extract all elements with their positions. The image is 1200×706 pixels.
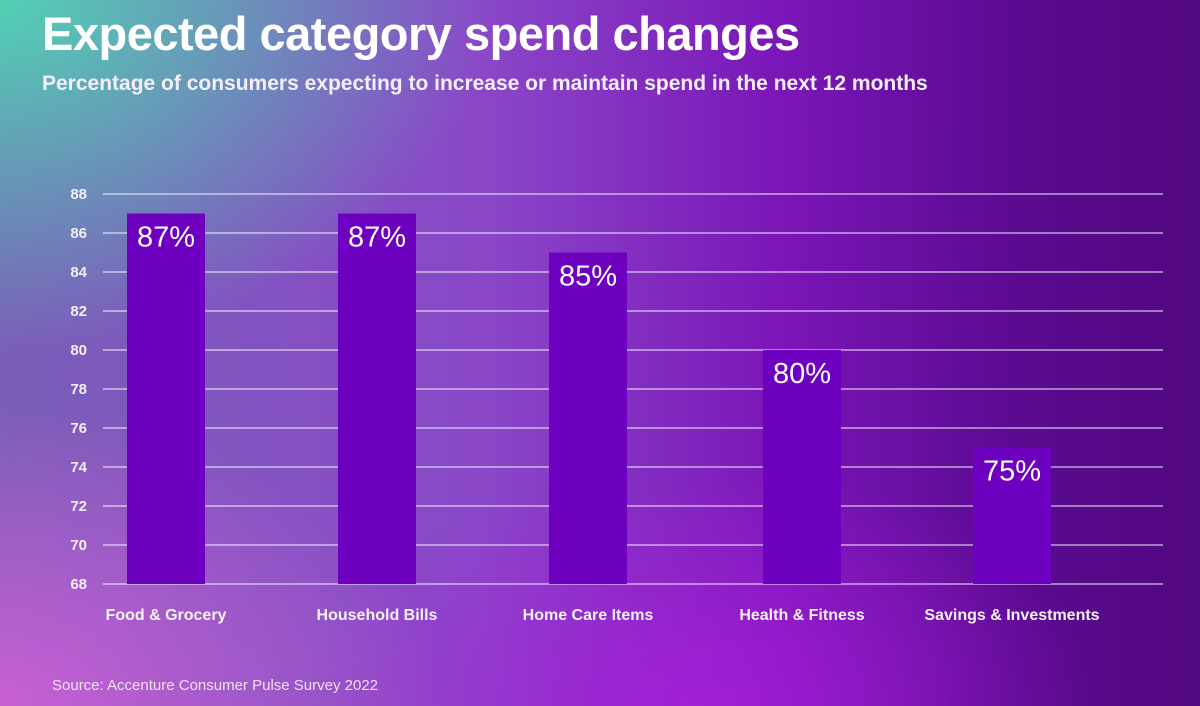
bar	[763, 350, 841, 584]
y-tick-label: 74	[70, 459, 87, 476]
source-note: Source: Accenture Consumer Pulse Survey …	[52, 677, 379, 694]
x-category-label: Savings & Investments	[924, 607, 1099, 624]
y-tick-label: 88	[70, 186, 87, 203]
bar	[338, 213, 416, 584]
chart-subtitle: Percentage of consumers expecting to inc…	[42, 72, 928, 95]
data-labels: 87% 87% 85% 80% 75%	[137, 222, 1041, 488]
y-tick-label: 68	[70, 576, 87, 593]
chart-title: Expected category spend changes	[42, 7, 800, 60]
y-tick-label: 82	[70, 303, 87, 320]
bar-value-label: 87%	[137, 222, 195, 254]
bar-value-label: 80%	[773, 358, 831, 390]
y-tick-label: 86	[70, 225, 87, 242]
x-category-label: Home Care Items	[523, 607, 654, 624]
x-category-label: Food & Grocery	[106, 607, 227, 624]
y-tick-label: 80	[70, 342, 87, 359]
y-tick-label: 78	[70, 381, 87, 398]
bar	[973, 447, 1051, 584]
bars	[127, 213, 1051, 584]
x-axis-categories: Food & Grocery Household Bills Home Care I…	[106, 607, 1100, 624]
bar-value-label: 87%	[348, 222, 406, 254]
y-tick-label: 76	[70, 420, 87, 437]
y-tick-label: 70	[70, 537, 87, 554]
x-category-label: Health & Fitness	[739, 607, 864, 624]
bar-value-label: 85%	[559, 261, 617, 293]
y-tick-label: 72	[70, 498, 87, 515]
y-axis-ticks: 68 70 72 74 76 78 80 82 84 86 88	[70, 186, 87, 593]
bar	[127, 213, 205, 584]
y-tick-label: 84	[70, 264, 87, 281]
bar	[549, 252, 627, 584]
bar-value-label: 75%	[983, 456, 1041, 488]
x-category-label: Household Bills	[317, 607, 438, 624]
